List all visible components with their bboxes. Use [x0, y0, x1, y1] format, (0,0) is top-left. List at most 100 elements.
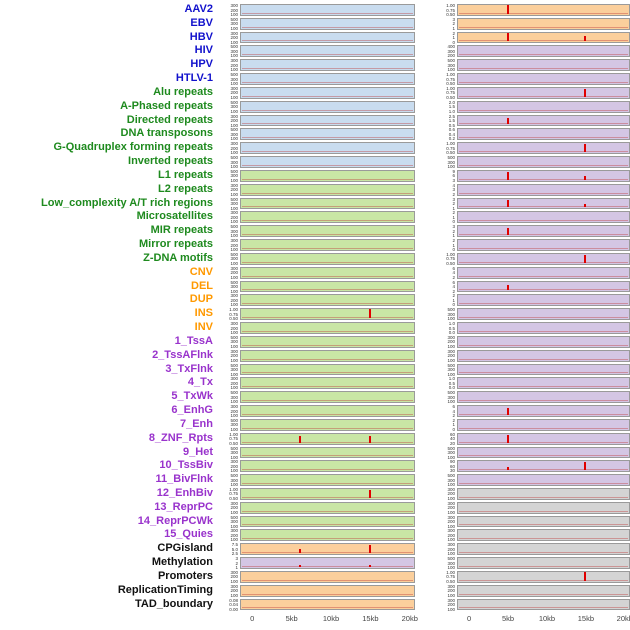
signal-baseline	[459, 538, 628, 540]
column-gap	[415, 598, 433, 612]
column-gap	[415, 487, 433, 501]
y-tick-label: 300	[230, 131, 238, 137]
y-tick-label: 300	[230, 459, 238, 465]
signal-baseline	[459, 206, 628, 208]
y-tick-label: 300	[230, 182, 238, 188]
y-tick-label: 500	[230, 334, 238, 340]
y-tick-label: 6	[452, 265, 455, 271]
right-signal-panel	[457, 349, 630, 362]
left-y-axis-ticks: 500 300 100	[216, 418, 240, 432]
right-y-axis-ticks: 1.000.750.500.250.00	[433, 141, 457, 155]
y-tick-label: 2	[452, 201, 455, 207]
signal-baseline	[459, 220, 628, 222]
column-gap	[415, 515, 433, 529]
y-tick-label: 200	[230, 380, 238, 386]
y-tick-label: 200	[447, 602, 455, 608]
y-tick-label: 300	[230, 569, 238, 575]
y-tick-label: 300	[447, 583, 455, 589]
y-tick-label: 6	[452, 173, 455, 179]
y-tick-label: 300	[230, 238, 238, 244]
y-tick-label: 200	[230, 353, 238, 359]
left-signal-panel	[240, 598, 415, 611]
row-label: TAD_boundary	[134, 597, 213, 610]
right-signal-panel	[457, 100, 630, 113]
y-tick-label: 300	[230, 376, 238, 382]
signal-peak	[507, 32, 510, 42]
column-gap	[415, 169, 433, 183]
left-signal-panel	[240, 59, 415, 72]
y-tick-label: 300	[230, 321, 238, 327]
right-y-axis-ticks: 400300200100	[433, 44, 457, 58]
row-label: Mirror repeats	[139, 238, 213, 251]
y-tick-label: 200	[230, 505, 238, 511]
signal-peak	[507, 227, 510, 236]
y-tick-label: 200	[230, 90, 238, 96]
y-tick-label: 300	[447, 334, 455, 340]
right-y-axis-ticks: 500 300 100	[433, 556, 457, 570]
row-label: Low_complexity A/T rich regions	[41, 196, 213, 209]
y-tick-label: 1.00	[446, 3, 455, 8]
y-tick-label: 500	[447, 155, 455, 161]
y-tick-label: 200	[230, 214, 238, 220]
signal-baseline	[459, 289, 628, 291]
column-gap	[415, 570, 433, 584]
y-tick-label: 2	[452, 417, 455, 423]
column-gap	[415, 542, 433, 556]
y-tick-label: 100	[230, 191, 238, 197]
column-gap	[415, 501, 433, 515]
y-tick-label: 300	[230, 159, 238, 165]
signal-baseline	[242, 358, 413, 360]
track-row: 11_BivFlnk 500 300 100 500 300 100	[0, 473, 630, 487]
y-tick-label: 0.75	[229, 436, 238, 442]
y-tick-label: 500	[230, 362, 238, 368]
left-y-axis-ticks: 300 200 100	[216, 31, 240, 45]
y-tick-label: 1.0	[448, 108, 455, 114]
right-y-axis-ticks: 500 300 100	[433, 307, 457, 321]
signal-peak	[584, 204, 587, 208]
signal-baseline	[459, 524, 628, 526]
y-tick-label: 90	[449, 459, 455, 465]
left-y-axis-ticks: 300 200 100	[216, 376, 240, 390]
left-y-axis-ticks: 500 300 100	[216, 100, 240, 114]
y-tick-label: 100	[230, 260, 238, 266]
column-gap	[415, 183, 433, 197]
left-signal-panel	[240, 543, 415, 556]
column-gap	[415, 349, 433, 363]
column-gap	[415, 404, 433, 418]
y-tick-label: 100	[230, 288, 238, 294]
left-y-axis-ticks: 7.5 5.0 2.5	[216, 542, 240, 556]
y-tick-label: 500	[230, 417, 238, 423]
y-tick-label: 200	[230, 7, 238, 13]
y-tick-label: 1.00	[229, 307, 238, 313]
y-tick-label: 0	[452, 302, 455, 308]
right-y-axis-ticks: 0.6 0.4 0.2	[433, 127, 457, 141]
signal-baseline	[459, 413, 628, 415]
right-y-axis-ticks: 500 300 100	[433, 155, 457, 169]
y-tick-label: 200	[230, 35, 238, 41]
signal-baseline	[242, 317, 413, 319]
y-tick-label: 500	[230, 390, 238, 396]
left-y-axis-ticks: 500 300 100	[216, 224, 240, 238]
track-row: 3_TxFlnk 500 300 100 500 300 100	[0, 363, 630, 377]
y-tick-label: 100	[230, 25, 238, 31]
signal-baseline	[242, 247, 413, 249]
y-tick-label: 100	[230, 136, 238, 142]
row-label: DNA transposons	[120, 127, 214, 140]
row-label: 10_TssBiv	[159, 459, 213, 472]
y-tick-label: 60	[449, 431, 455, 437]
track-row: HPV 300 200 100 500 300 100	[0, 58, 630, 72]
y-tick-label: 100	[230, 399, 238, 405]
column-gap	[415, 584, 433, 598]
right-signal-panel	[457, 156, 630, 168]
signal-baseline	[459, 317, 628, 319]
y-tick-label: 300	[230, 394, 238, 400]
y-tick-label: 300	[447, 367, 455, 373]
track-row: 14_ReprPCWk 500 300 100 300 200 100	[0, 515, 630, 529]
x-axis-tick-label: 5kb	[501, 614, 515, 624]
left-signal-panel	[240, 391, 415, 404]
y-tick-label: 4	[452, 284, 455, 290]
y-tick-label: 300	[447, 528, 455, 534]
